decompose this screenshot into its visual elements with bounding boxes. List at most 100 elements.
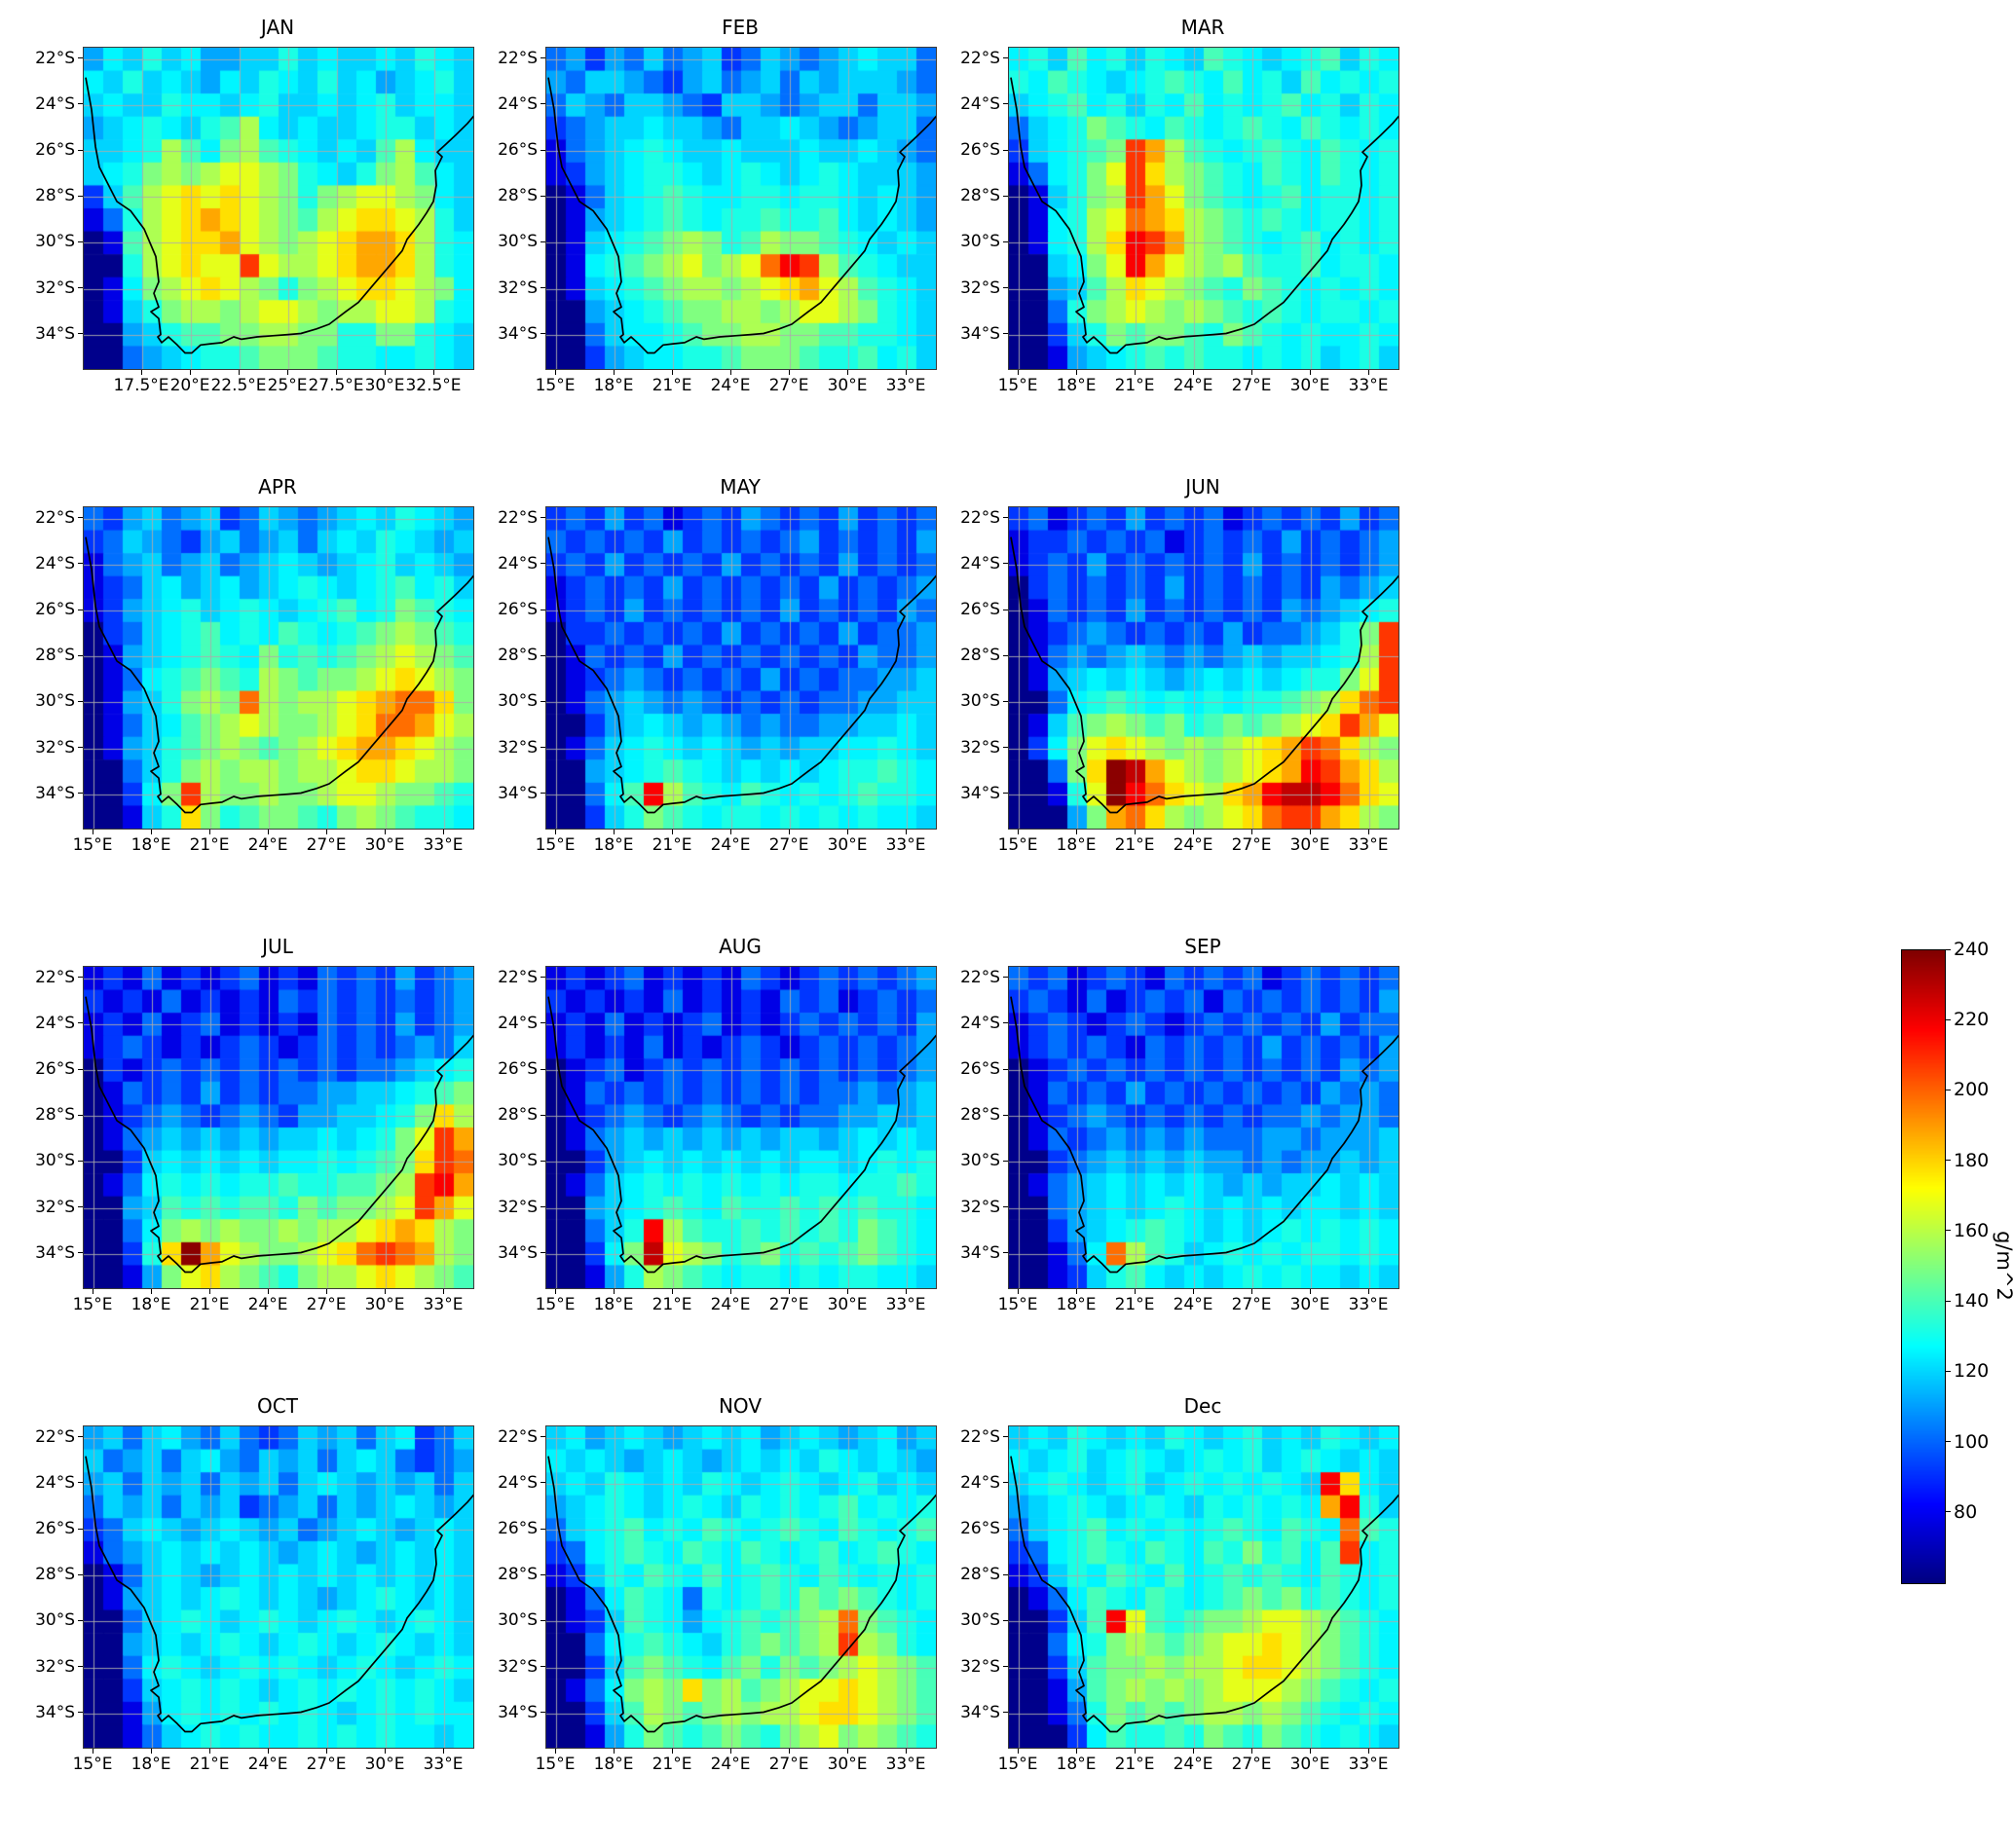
x-tick-mark [1192,1289,1194,1294]
y-tick-label: 32°S [35,277,75,298]
x-tick-label: 21°E [189,835,230,855]
x-tick-label: 27°E [306,835,347,855]
y-tick-label: 26°S [498,600,538,620]
x-tick-label: 30°E [827,1295,868,1314]
y-tick-label: 30°S [498,232,538,252]
x-tick-mark [1134,1289,1136,1294]
map-plot [545,966,937,1289]
x-tick-label: 18°E [593,376,634,395]
x-tick-mark [189,370,191,375]
x-tick-mark [1367,1289,1369,1294]
y-tick-label: 30°S [960,1151,1000,1171]
y-tick-mark [541,1619,545,1621]
x-tick-label: 17.5°E [113,376,169,395]
y-tick-mark [1003,57,1008,59]
x-tick-label: 27°E [306,1295,347,1314]
x-tick-label: 15°E [535,1755,576,1774]
colorbar-frame [1901,949,1946,1584]
y-tick-mark [1003,287,1008,288]
x-tick-mark [238,370,240,375]
x-tick-label: 33°E [1348,1295,1389,1314]
y-tick-label: 22°S [35,507,75,528]
x-tick-label: 21°E [1114,1755,1155,1774]
colorbar-gradient [1902,950,1945,1583]
x-tick-label: 27.5°E [308,376,364,395]
y-tick-mark [1003,1712,1008,1714]
x-tick-mark [150,830,152,834]
y-tick-label: 24°S [498,1013,538,1033]
panel-title: Dec [1183,1394,1222,1418]
x-tick-label: 27°E [1231,376,1272,395]
x-tick-mark [208,830,210,834]
map-plot [83,47,474,370]
map-plot [545,506,937,830]
x-tick-mark [432,370,434,375]
colorbar-tick-mark [1945,1370,1951,1372]
x-tick-label: 21°E [189,1755,230,1774]
x-tick-label: 21°E [652,1755,692,1774]
x-tick-label: 27°E [768,1295,809,1314]
x-tick-mark [208,1749,210,1754]
x-tick-label: 24°E [1173,1755,1213,1774]
x-tick-label: 15°E [997,1295,1038,1314]
x-tick-mark [384,1289,386,1294]
y-tick-label: 34°S [960,1702,1000,1722]
x-tick-label: 27°E [768,376,809,395]
y-tick-label: 22°S [35,48,75,68]
y-tick-label: 28°S [35,646,75,666]
x-tick-label: 18°E [593,835,634,855]
x-tick-label: 24°E [247,1755,288,1774]
y-tick-mark [1003,563,1008,565]
x-tick-mark [1017,1289,1019,1294]
y-tick-mark [78,1666,83,1667]
x-tick-label: 30°E [364,1295,405,1314]
x-tick-label: 30°E [1289,1295,1330,1314]
y-tick-label: 24°S [498,553,538,573]
x-tick-label: 24°E [710,1295,751,1314]
panel-title: MAR [1180,16,1225,39]
y-tick-label: 26°S [35,600,75,620]
y-tick-label: 32°S [960,1197,1000,1217]
y-tick-label: 34°S [960,1242,1000,1263]
x-tick-label: 21°E [1114,376,1155,395]
x-tick-label: 21°E [189,1295,230,1314]
y-tick-mark [1003,1022,1008,1024]
x-tick-label: 15°E [997,835,1038,855]
x-tick-label: 30°E [1289,376,1330,395]
y-tick-label: 32°S [960,737,1000,758]
x-tick-mark [140,370,142,375]
y-tick-mark [78,57,83,59]
x-tick-label: 30°E [1289,835,1330,855]
y-tick-label: 24°S [498,1472,538,1493]
x-tick-label: 30°E [364,1755,405,1774]
x-tick-mark [1192,830,1194,834]
heatmap-canvas [546,967,936,1288]
x-tick-mark [788,1289,790,1294]
x-tick-label: 21°E [652,376,692,395]
x-tick-mark [671,1289,673,1294]
x-tick-label: 24°E [1173,376,1213,395]
x-tick-label: 33°E [885,835,926,855]
x-tick-label: 33°E [1348,376,1389,395]
x-tick-label: 18°E [130,835,171,855]
y-tick-mark [1003,1160,1008,1162]
x-tick-mark [384,830,386,834]
panel-title: JAN [260,16,295,39]
x-tick-label: 33°E [885,376,926,395]
x-tick-mark [1017,830,1019,834]
y-tick-label: 34°S [35,1702,75,1722]
x-tick-label: 15°E [535,835,576,855]
x-tick-label: 30°E [827,1755,868,1774]
y-tick-label: 32°S [498,737,538,758]
x-tick-mark [1075,1749,1077,1754]
colorbar-tick-label: 180 [1954,1149,1990,1171]
y-tick-mark [1003,103,1008,105]
heatmap-canvas [84,1426,473,1748]
x-tick-mark [788,1749,790,1754]
x-tick-mark [1134,830,1136,834]
x-tick-mark [788,370,790,375]
y-tick-mark [541,1712,545,1714]
y-tick-mark [78,1114,83,1116]
x-tick-mark [1309,830,1311,834]
panel-title: AUG [719,935,762,958]
